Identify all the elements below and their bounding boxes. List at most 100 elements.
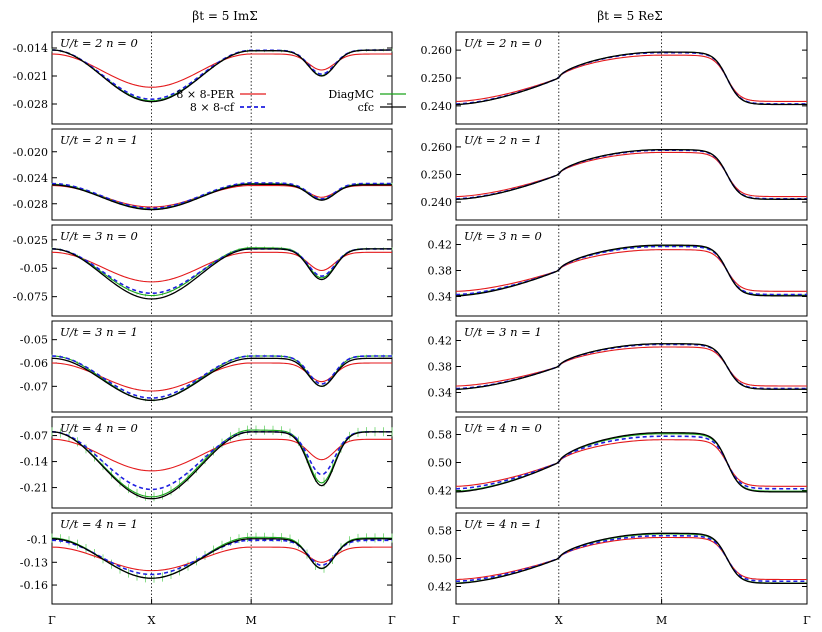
series-cfc-line [51, 248, 392, 300]
series-diagmc-line [455, 433, 807, 492]
y-tick-label: 0.58 [428, 525, 453, 538]
y-tick-label: 0.42 [428, 239, 453, 252]
series-per-line [455, 151, 807, 198]
panel-0-3: -0.05 -0.06 -0.07 U/t = 3 n = 1 [20, 320, 393, 413]
series-per-line [455, 536, 807, 581]
series-cf-line [51, 355, 392, 399]
series-per-line [455, 249, 807, 292]
series-diagmc-line [455, 149, 807, 200]
y-tick-label: 0.58 [428, 429, 453, 442]
panel-label: U/t = 3 n = 0 [464, 229, 542, 243]
legend-label: DiagMC [328, 88, 374, 101]
y-tick-label: -0.05 [20, 334, 48, 347]
y-tick-label: -0.028 [13, 98, 48, 111]
y-tick-label: -0.21 [20, 482, 48, 495]
panel-label: U/t = 2 n = 1 [464, 133, 542, 147]
panel-label: U/t = 3 n = 1 [60, 325, 138, 339]
y-tick-label: 0.240 [421, 196, 453, 209]
panel-frame [51, 320, 393, 413]
y-tick-label: -0.06 [20, 357, 48, 370]
series-cfc-line [51, 357, 392, 401]
series-cfc-line [455, 149, 807, 200]
panel-label: U/t = 3 n = 1 [464, 325, 542, 339]
panel-frame [51, 416, 393, 509]
x-tick-label: X [555, 614, 563, 627]
series-cfc-line [51, 538, 392, 579]
panel-1-5: 0.58 0.50 0.42 U/t = 4 n = 1 [428, 512, 808, 605]
x-tick-label: X [148, 614, 156, 627]
series-per-line [455, 439, 807, 487]
panel-1-3: 0.42 0.38 0.34 U/t = 3 n = 1 [428, 320, 808, 413]
y-tick-label: -0.05 [20, 262, 48, 275]
panel-label: U/t = 4 n = 1 [464, 517, 542, 531]
panel-label: U/t = 4 n = 0 [464, 421, 542, 435]
panel-frame [51, 512, 393, 605]
series-cfc-line [455, 343, 807, 390]
series-cfc-line [51, 183, 393, 211]
y-tick-label: -0.1 [27, 534, 48, 547]
y-tick-label: -0.075 [13, 291, 48, 304]
y-tick-label: -0.020 [13, 146, 48, 159]
series-cf-line [455, 149, 807, 200]
panel-1-2: 0.42 0.38 0.34 U/t = 3 n = 0 [428, 224, 808, 317]
x-tick-label: M [656, 614, 667, 627]
y-tick-label: -0.07 [20, 380, 48, 393]
x-tick-label: Γ [388, 614, 396, 627]
series-per-line [455, 54, 807, 102]
series-cf-line [51, 248, 392, 295]
y-tick-label: -0.024 [13, 172, 48, 185]
y-tick-label: 0.240 [421, 100, 453, 113]
series-cf-line [455, 51, 807, 105]
y-tick-label: -0.014 [13, 42, 48, 55]
legend-label: 8 × 8-PER [176, 88, 234, 101]
panel-label: U/t = 4 n = 0 [60, 421, 138, 435]
series-cf-line [455, 534, 807, 583]
y-tick-label: -0.13 [20, 556, 48, 569]
series-cfc-line [455, 244, 807, 297]
panel-0-1: -0.020 -0.024 -0.028 U/t = 2 n = 1 [13, 128, 393, 221]
y-tick-label: -0.14 [20, 456, 48, 469]
panel-frame [51, 128, 393, 221]
x-tick-label: Γ [803, 614, 811, 627]
series-cf-line [51, 49, 393, 101]
panel-1-1: 0.260 0.250 0.240 U/t = 2 n = 1 [421, 128, 808, 221]
panel-label: U/t = 2 n = 0 [60, 36, 138, 50]
y-tick-label: -0.021 [13, 70, 48, 83]
series-cfc-line [455, 532, 807, 584]
y-tick-label: 0.260 [421, 141, 453, 154]
panel-frame [51, 224, 393, 317]
left-column-title: βt = 5 ImΣ [192, 9, 258, 23]
series-cf-line [455, 245, 807, 296]
panel-label: U/t = 2 n = 1 [60, 133, 138, 147]
panel-label: U/t = 4 n = 1 [60, 517, 138, 531]
y-tick-label: 0.38 [428, 265, 453, 278]
y-tick-label: 0.34 [428, 387, 453, 400]
panel-1-4: 0.58 0.50 0.42 U/t = 4 n = 0 [428, 416, 808, 509]
panel-0-5: -0.1 -0.13 -0.16 U/t = 4 n = 1 [20, 512, 393, 605]
series-per-line [455, 346, 807, 387]
panel-frame [51, 31, 393, 125]
y-tick-label: 0.250 [421, 169, 453, 182]
y-tick-label: 0.250 [421, 72, 453, 85]
y-tick-label: 0.260 [421, 44, 453, 57]
y-tick-label: 0.50 [428, 553, 453, 566]
panel-0-2: -0.025 -0.05 -0.075 U/t = 3 n = 0 [13, 224, 393, 317]
right-column-title: βt = 5 ReΣ [597, 9, 663, 23]
panel-0-0: -0.014 -0.021 -0.028 U/t = 2 n = 0 [13, 31, 393, 125]
y-tick-label: 0.42 [428, 581, 453, 594]
y-tick-label: 0.38 [428, 361, 453, 374]
panel-0-4: -0.07 -0.14 -0.21 U/t = 4 n = 0 [20, 416, 393, 509]
series-diagmc-line [455, 51, 807, 106]
y-tick-label: 0.50 [428, 457, 453, 470]
panel-label: U/t = 3 n = 0 [60, 229, 138, 243]
series-cfc-line [455, 432, 807, 493]
y-tick-label: -0.028 [13, 198, 48, 211]
series-diagmc-line [455, 533, 807, 584]
y-tick-label: -0.16 [20, 579, 48, 592]
legend: 8 × 8-PER DiagMC 8 × 8-cf cfc [176, 88, 406, 114]
y-tick-label: -0.025 [13, 234, 48, 247]
y-tick-label: 0.42 [428, 335, 453, 348]
panel-label: U/t = 2 n = 0 [464, 36, 542, 50]
y-tick-label: 0.42 [428, 485, 453, 498]
